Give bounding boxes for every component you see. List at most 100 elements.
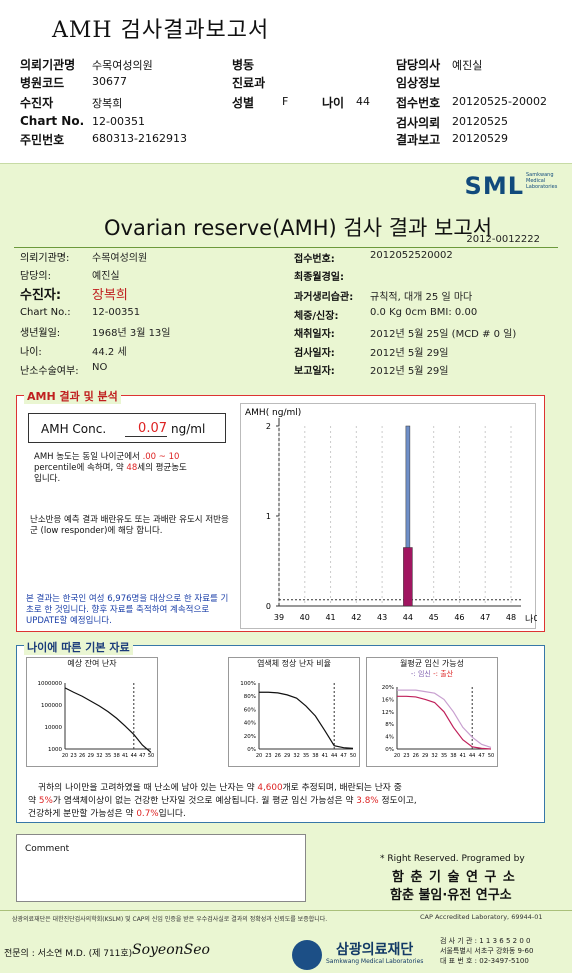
y-tick-label: 0% [385,747,394,753]
field-value: 2012년 5월 29일 [370,366,449,377]
field-value: 수목여성의원 [92,253,148,264]
header-label: 진료과 [232,76,266,90]
contact-line-1: 검 사 기 관 : 1 1 3 6 5 2 0 0 [440,937,531,945]
sml-logo: SML [464,172,524,200]
summary-g: 입니다. [158,809,186,819]
summary-f: 건강하게 분만할 가능성은 약 [28,809,134,819]
foundation-name: 삼광의료재단 [336,942,414,958]
header-value: 30677 [92,75,127,88]
sml-logo-subtitle: Samkwang Medical Laboratories [526,172,558,190]
amh-range-bar [403,547,413,607]
field-value: 12-00351 [92,307,141,318]
x-tick-label: 50 [488,753,494,759]
x-tick-label: 29 [88,753,94,759]
report-doc-id: 2012-0012222 [466,234,540,245]
comment-label: Comment [25,844,70,854]
x-tick-label: 20 [394,753,400,759]
y-tick-label: 20% [382,685,394,691]
field-value: 0.0 Kg 0cm BMI: 0.00 [370,307,478,318]
x-tick-label: 29 [284,753,290,759]
contact-info: 검 사 기 관 : 1 1 3 6 5 2 0 0 서울특별시 서초구 강화동 … [440,936,533,966]
x-axis-label: 나이 [525,614,537,625]
document-title: AMH 검사결과보고서 [52,18,270,43]
contact-line-2: 서울특별시 서초구 강화동 9-60 [440,947,534,955]
x-tick-label: 47 [480,613,490,622]
y-tick-label: 4% [385,735,394,741]
comment-box[interactable]: Comment [16,834,306,902]
field-value: 규칙적, 대개 25 일 마다 [370,292,473,303]
summary-a: 귀하의 나이만을 고려하였을 때 난소에 남아 있는 난자는 약 [38,783,255,793]
x-tick-label: 26 [79,753,85,759]
amh-conc-box: AMH Conc. 0.07 ng/ml [28,413,226,443]
x-tick-label: 44 [469,753,475,759]
x-tick-label: 26 [413,753,419,759]
rights-text: * Right Reserved. Programed by [380,854,525,864]
x-tick-label: 44 [131,753,137,759]
header-label: 병원코드 [20,76,65,90]
amh-chart-svg: AMH( ng/ml) 0 1 2 39 40 41 42 43 44 45 46 47 48 나이 [245,408,542,625]
header-label: 수진자 [20,96,54,110]
footer-divider [0,910,572,911]
mini-chart-title: 예상 잔여 난자 [67,659,117,668]
y-axis-label: AMH( ng/ml) [245,408,301,418]
y-tick-label: 16% [382,697,394,703]
y-tick-label: 1 [266,512,271,521]
header-label: 검사의뢰 [396,116,441,130]
x-tick-label: 38 [450,753,456,759]
org-name-1: 함 춘 기 술 연 구 소 [392,870,516,885]
header-value: 예진실 [452,59,483,72]
amh-percentile-text: AMH 농도는 동일 나이군에서 .00 ~ 10 percentile에 속하… [34,452,234,485]
series-line [397,695,492,750]
x-tick-label: 41 [325,613,335,622]
field-label: 접수번호: [294,254,335,265]
header-label: 주민번호 [20,133,65,147]
header-label: 의뢰기관명 [20,58,76,72]
field-label: Chart No.: [20,307,71,318]
y-tick-label: 100% [240,681,256,687]
mini-chart-title: 월평균 임신 가능성 [400,659,464,668]
contact-line-3: 대 표 번 호 : 02-3497-5100 [440,957,529,965]
series-line [64,687,152,753]
field-label: 보고일자: [294,366,335,377]
header-value: F [282,95,289,108]
amh-response-text: 난소반응 예측 결과 배란유도 또는 과배란 유도시 저반응군 (low res… [30,515,229,536]
age-summary: 귀하의 나이만을 고려하였을 때 난소에 남아 있는 난자는 약 4,600개로… [28,782,548,821]
x-tick-label: 43 [377,613,387,622]
header-value: 20120525-20002 [452,95,547,108]
x-tick-label: 35 [105,753,111,759]
summary-pct1: 5% [38,796,53,806]
x-tick-label: 23 [403,753,409,759]
field-value: 2012년 5월 29일 [370,348,449,359]
field-label: 최종월경일: [294,272,344,283]
y-tick-label: 0% [247,747,256,753]
amh-section-title: AMH 결과 및 분석 [24,388,121,404]
field-label: 나이: [20,347,42,358]
amh-chart: AMH( ng/ml) 0 1 2 39 40 41 42 43 44 45 46 47 48 나이 [240,403,542,629]
x-tick-label: 20 [62,753,68,759]
header-label: Chart No. [20,114,85,128]
field-label: 의뢰기관명: [20,253,70,264]
header-value: 20120525 [452,115,508,128]
summary-e: 정도이고, [381,796,417,806]
amh-conc-value: 0.07 [125,421,167,437]
x-tick-label: 32 [431,753,437,759]
mini-chart-title: 염색체 정상 난자 비율 [257,659,331,668]
x-tick-label: 41 [122,753,128,759]
text-c: 세의 평균농도 [137,463,187,473]
x-tick-label: 38 [312,753,318,759]
x-tick-label: 32 [293,753,299,759]
y-tick-label: 0 [266,602,271,611]
y-tick-label: 20% [244,734,256,740]
x-tick-label: 41 [322,753,328,759]
specialist-info: 전문의 : 서소연 M.D. (제 711호) [4,949,133,959]
amh-conc-unit: ng/ml [171,422,206,436]
header-value: 장복희 [92,97,123,110]
mini-chart-oocytes: 예상 잔여 난자 1000000 100000 10000 1000 20 23 26 29 3… [26,657,158,767]
y-tick-label: 8% [385,722,394,728]
header-label: 임상정보 [396,76,441,90]
field-value: 1968년 3월 13일 [92,328,171,339]
x-tick-label: 29 [422,753,428,759]
y-tick-label: 40% [244,721,256,727]
amh-conc-label: AMH Conc. [41,422,107,436]
x-tick-label: 20 [256,753,262,759]
